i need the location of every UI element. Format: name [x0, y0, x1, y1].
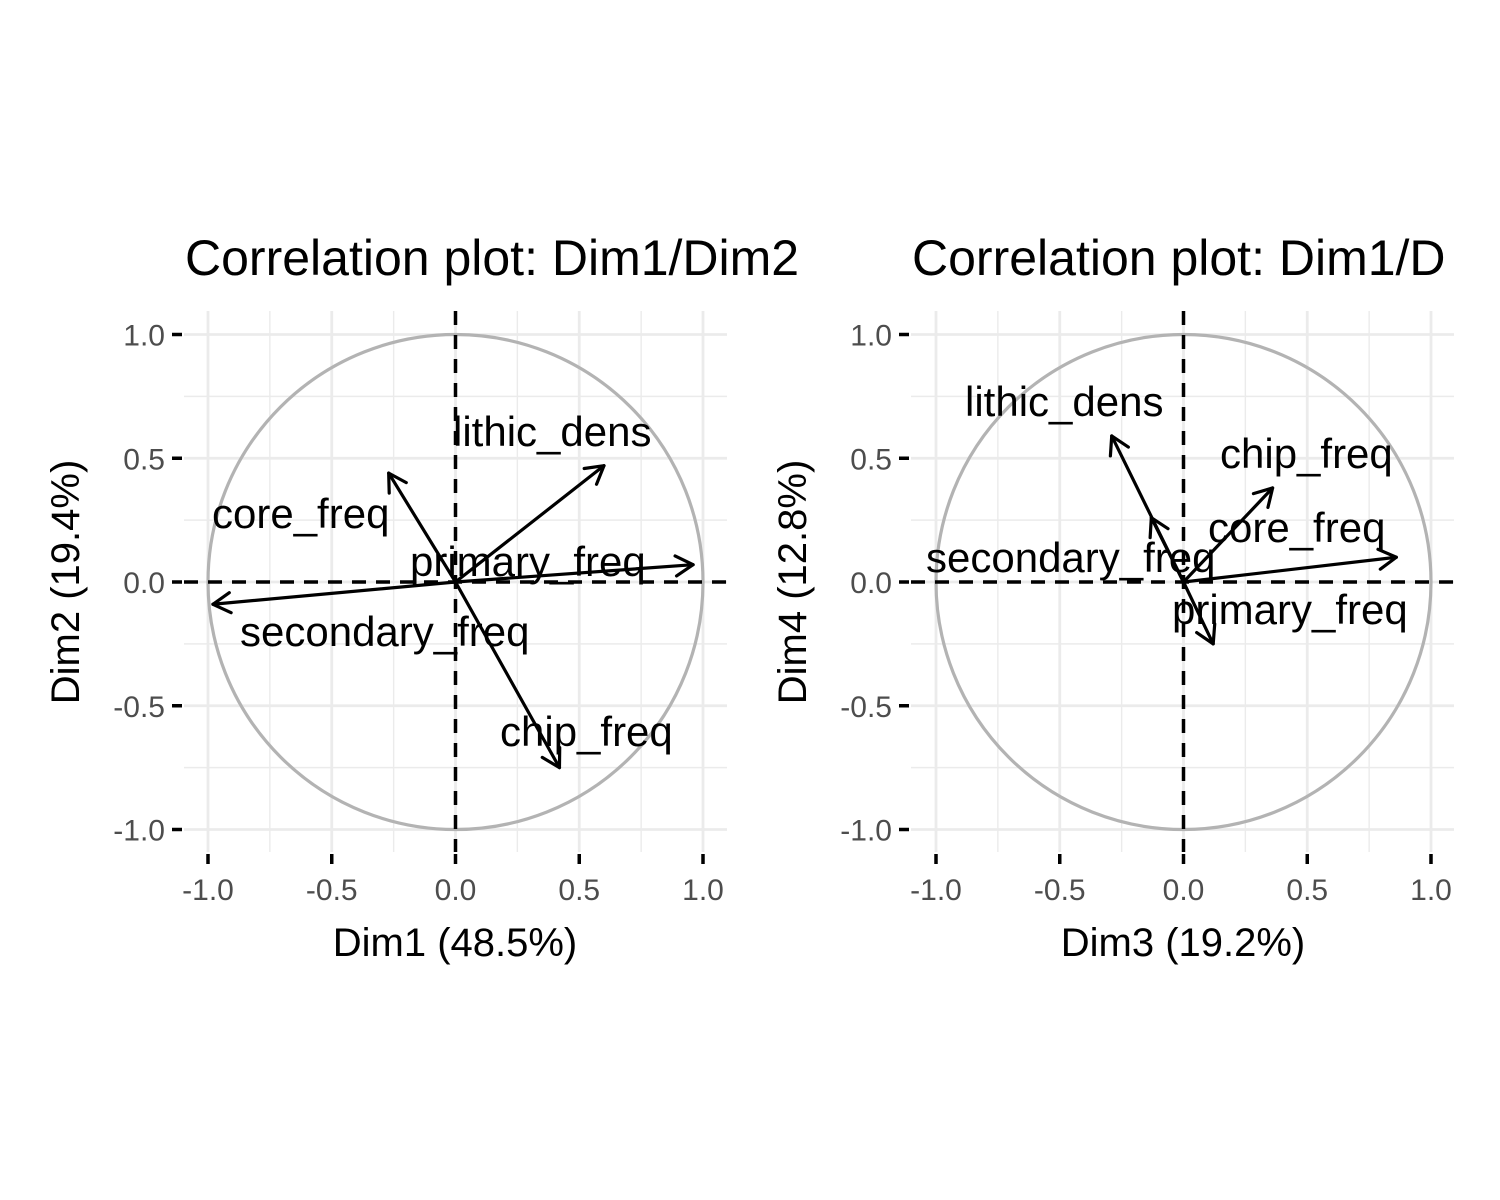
arrow-shaft — [1181, 486, 1275, 584]
y-tick-label: -1.0 — [840, 815, 892, 848]
x-tick-label: 1.0 — [1410, 874, 1452, 907]
arrow-head — [673, 554, 695, 578]
arrow-shaft — [453, 464, 606, 584]
y-tick-label: -0.5 — [840, 691, 892, 724]
arrow-head — [1148, 516, 1170, 540]
x-tick-label: 0.0 — [1163, 874, 1205, 907]
arrow-shaft — [1149, 516, 1186, 584]
arrow-shaft — [211, 580, 458, 606]
y-axis-title: Dim4 (12.8%) — [771, 460, 815, 705]
arrow-shaft — [1181, 580, 1215, 646]
arrow-lithic-dens — [453, 464, 606, 584]
y-tick-label: -1.0 — [113, 815, 165, 848]
variable-label: core_freq — [212, 490, 389, 537]
arrow-core-freq — [387, 471, 458, 584]
variable-arrows — [211, 464, 695, 770]
arrow-shaft — [453, 580, 562, 770]
x-tick-label: 0.5 — [558, 874, 600, 907]
x-tick-label: -0.5 — [306, 874, 358, 907]
y-tick-label: 0.5 — [850, 443, 892, 476]
y-tick-label: 0.5 — [123, 443, 165, 476]
panel-title: Correlation plot: Dim1/D — [912, 230, 1446, 286]
y-axis-title: Dim2 (19.4%) — [44, 460, 88, 705]
arrow-head — [211, 591, 233, 615]
arrow-secondary-freq — [1148, 516, 1186, 584]
arrow-head — [582, 464, 606, 486]
correlation-panel-dim3-dim4: Correlation plot: Dim1/D lithic_denschip… — [771, 230, 1454, 965]
variable-label: secondary_freq — [926, 534, 1216, 581]
variable-label: primary_freq — [410, 538, 646, 585]
panel-title: Correlation plot: Dim1/Dim2 — [185, 230, 799, 286]
arrow-chip-freq — [1181, 486, 1275, 584]
x-tick-label: 1.0 — [682, 874, 724, 907]
variable-labels: lithic_dens chip_freq core_freqsecondary_f… — [926, 378, 1408, 633]
arrow-head — [1108, 434, 1130, 458]
x-tick-label: 0.0 — [435, 874, 477, 907]
arrow-primary-freq — [1181, 580, 1217, 646]
arrow-head — [1195, 622, 1217, 646]
arrow-head — [387, 471, 408, 495]
arrow-core-freq — [1181, 547, 1398, 584]
variable-arrows — [1108, 434, 1398, 646]
axis-ticks: -1.0 -0.5 0.0 0.5 1.0 -1.0 -0.5 0.0 0.5 1.0 — [840, 320, 1452, 908]
variable-label: chip_freq — [1220, 430, 1393, 477]
x-tick-label: 0.5 — [1286, 874, 1328, 907]
x-axis-title: Dim1 (48.5%) — [333, 921, 578, 965]
variable-label: primary_freq — [1172, 586, 1408, 633]
y-tick-label: 1.0 — [123, 320, 165, 353]
y-tick-label: 0.0 — [850, 567, 892, 600]
x-tick-label: -1.0 — [910, 874, 962, 907]
axis-ticks: -1.0 -0.5 0.0 0.5 1.0 -1.0 -0.5 0.0 0.5 1.0 — [113, 320, 724, 908]
x-axis-title: Dim3 (19.2%) — [1061, 921, 1306, 965]
y-tick-label: 0.0 — [123, 567, 165, 600]
x-tick-label: -0.5 — [1034, 874, 1086, 907]
variable-label: lithic_dens — [453, 408, 651, 455]
variable-label: lithic_dens — [965, 378, 1163, 425]
variable-label: secondary_freq — [240, 608, 530, 655]
arrow-primary-freq — [453, 554, 695, 584]
arrow-head — [540, 746, 562, 770]
arrow-head — [1376, 547, 1398, 571]
y-tick-label: -0.5 — [113, 691, 165, 724]
variable-label: core_freq — [1208, 504, 1385, 551]
arrow-head — [1251, 486, 1275, 510]
arrow-shaft — [453, 563, 695, 584]
arrow-shaft — [387, 471, 458, 584]
arrow-secondary-freq — [211, 580, 458, 615]
variable-label: chip_freq — [500, 708, 673, 755]
y-tick-label: 1.0 — [850, 320, 892, 353]
arrow-shaft — [1181, 555, 1398, 584]
x-tick-label: -1.0 — [182, 874, 234, 907]
correlation-panel-dim1-dim2: Correlation plot: Dim1/Dim2 lithic_densc… — [44, 230, 799, 965]
arrow-chip-freq — [453, 580, 562, 770]
variable-labels: lithic_dens core_freq primary_freq secondar… — [212, 408, 673, 755]
